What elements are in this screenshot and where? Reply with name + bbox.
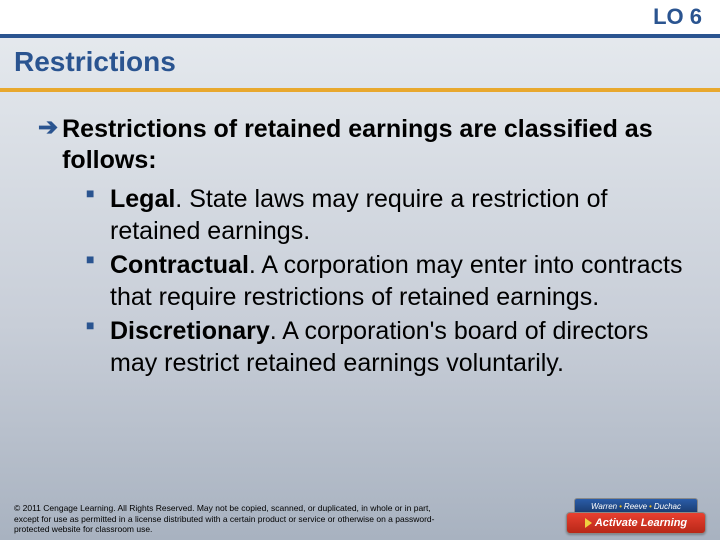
badge-cta-text: Activate Learning — [595, 517, 687, 529]
arrow-icon: ➔ — [38, 114, 58, 143]
badge-cta: Activate Learning — [566, 512, 706, 534]
list-item: Discretionary. A corporation's board of … — [86, 315, 690, 379]
publisher-badge: Warren•Reeve•Duchac Activate Learning — [566, 498, 706, 534]
list-item: Contractual. A corporation may enter int… — [86, 249, 690, 313]
intro-line: ➔ Restrictions of retained earnings are … — [38, 114, 690, 177]
lo-label: LO 6 — [653, 4, 702, 30]
footer: © 2011 Cengage Learning. All Rights Rese… — [0, 498, 720, 534]
bullet-text: . State laws may require a restriction o… — [110, 185, 607, 245]
list-item: Legal. State laws may require a restrict… — [86, 183, 690, 247]
bullet-label: Contractual — [110, 251, 249, 279]
content-area: ➔ Restrictions of retained earnings are … — [0, 92, 720, 391]
copyright-text: © 2011 Cengage Learning. All Rights Rese… — [14, 503, 444, 534]
bullet-list: Legal. State laws may require a restrict… — [38, 183, 690, 379]
header-bar: LO 6 — [0, 0, 720, 38]
bullet-label: Discretionary — [110, 317, 270, 345]
title-bar: Restrictions — [0, 38, 720, 92]
play-icon — [585, 518, 592, 528]
bullet-label: Legal — [110, 185, 175, 213]
slide-title: Restrictions — [14, 46, 176, 77]
intro-text: Restrictions of retained earnings are cl… — [62, 114, 690, 177]
